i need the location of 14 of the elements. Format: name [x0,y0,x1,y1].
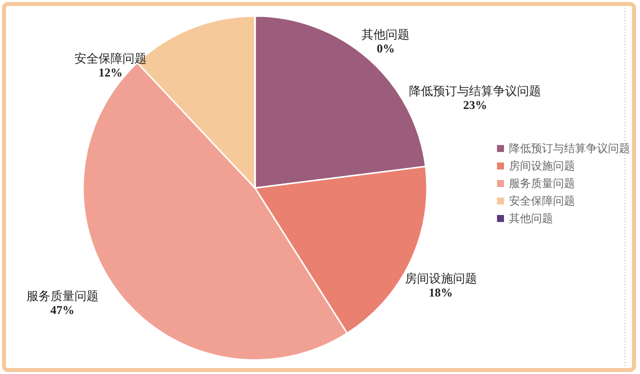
slice-label: 房间设施问题 [404,272,477,286]
data-label: 12% [98,65,123,80]
text: 0% [376,41,395,56]
legend-label: 服务质量问题 [509,177,575,190]
slice-label: 降低预订与结算争议问题 [409,84,542,98]
category-label: 其他问题 [362,27,410,42]
data-label: 18% [428,286,453,300]
legend-label: 房间设施问题 [509,160,575,172]
data-label: 23% [463,98,488,112]
legend-label: 安全保障问题 [509,194,575,208]
slice-label: 服务质量问题 [26,288,98,303]
legend-label: 其他问题 [509,212,553,225]
slice-label: 安全保障问题 [74,51,147,66]
data-label: 47% [50,302,74,317]
